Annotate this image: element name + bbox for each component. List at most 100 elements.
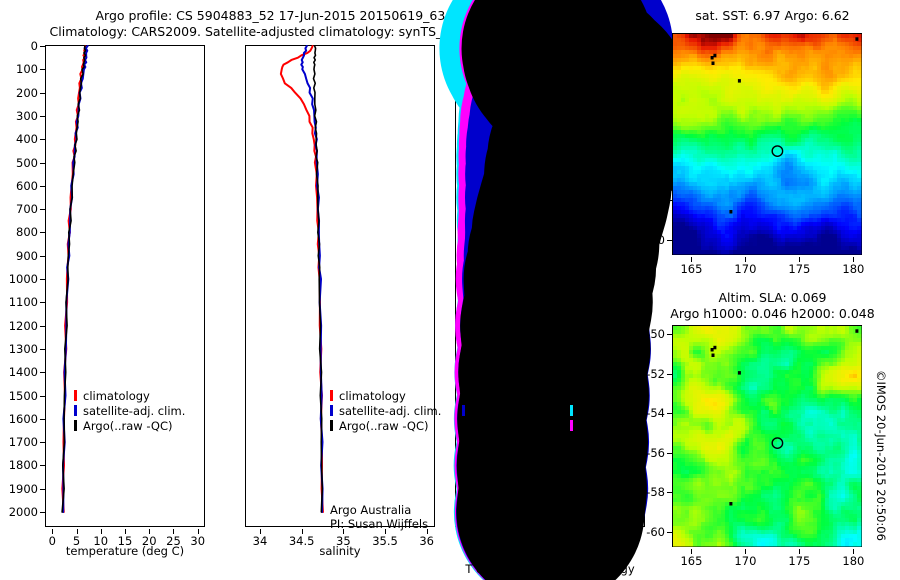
map-pixel: [725, 402, 730, 407]
map-pixel: [793, 134, 798, 139]
map-pixel: [773, 366, 778, 371]
map-pixel: [817, 442, 822, 447]
map-pixel: [837, 374, 842, 379]
map-pixel: [713, 218, 718, 223]
map-pixel: [821, 422, 826, 427]
map-pixel: [745, 154, 750, 159]
map-pixel: [689, 218, 694, 223]
map-pixel: [741, 206, 746, 211]
map-pixel: [781, 414, 786, 419]
map-pixel: [821, 434, 826, 439]
map-pixel: [701, 482, 706, 487]
map-pixel: [821, 406, 826, 411]
map-pixel: [713, 442, 718, 447]
legend-label: satellite: [579, 404, 625, 418]
map-pixel: [777, 394, 782, 399]
map-pixel: [797, 94, 802, 99]
map-pixel: [797, 74, 802, 79]
map-pixel: [701, 114, 706, 119]
map-pixel: [813, 490, 818, 495]
map-pixel: [733, 390, 738, 395]
map-pixel: [681, 514, 686, 519]
map-pixel: [685, 82, 690, 87]
map-pixel: [713, 214, 718, 219]
map-pixel: [761, 422, 766, 427]
map-pixel: [817, 186, 822, 191]
argo-pi-label: PI: Susan Wijffels: [330, 517, 429, 531]
map-pixel: [673, 410, 678, 415]
map-pixel: [801, 406, 806, 411]
map-pixel: [825, 478, 830, 483]
map-pixel: [677, 226, 682, 231]
map-pixel: [705, 358, 710, 363]
map-pixel: [777, 454, 782, 459]
map-pixel: [709, 186, 714, 191]
map-pixel: [769, 474, 774, 479]
map-pixel: [805, 142, 810, 147]
map-pixel: [793, 106, 798, 111]
map-pixel: [685, 194, 690, 199]
map-pixel: [677, 466, 682, 471]
map-pixel: [797, 78, 802, 83]
map-pixel: [837, 466, 842, 471]
map-pixel: [765, 54, 770, 59]
map-pixel: [817, 386, 822, 391]
map-pixel: [733, 378, 738, 383]
map-pixel: [717, 174, 722, 179]
map-pixel: [717, 462, 722, 467]
map-pixel: [689, 346, 694, 351]
map-pixel: [769, 138, 774, 143]
map-pixel: [849, 146, 854, 151]
map-pixel: [733, 430, 738, 435]
map-pixel: [849, 158, 854, 163]
map-pixel: [761, 374, 766, 379]
map-pixel: [789, 482, 794, 487]
map-pixel: [677, 482, 682, 487]
map-pixel: [677, 198, 682, 203]
map-pixel: [849, 370, 854, 375]
map-pixel: [845, 330, 850, 335]
map-pixel: [737, 106, 742, 111]
map-pixel: [717, 38, 722, 43]
map-pixel: [709, 130, 714, 135]
map-pixel: [817, 150, 822, 155]
map-pixel: [741, 410, 746, 415]
map-pixel: [685, 514, 690, 519]
map-pixel: [809, 474, 814, 479]
map-pixel: [821, 494, 826, 499]
map-pixel: [805, 434, 810, 439]
map-pixel: [821, 134, 826, 139]
map-pixel: [729, 362, 734, 367]
map-pixel: [673, 162, 678, 167]
map-pixel: [677, 242, 682, 247]
map-pixel: [733, 190, 738, 195]
map-pixel: [853, 50, 858, 55]
map-pixel: [757, 430, 762, 435]
map-pixel: [825, 102, 830, 107]
map-pixel: [681, 446, 686, 451]
map-pixel: [793, 238, 798, 243]
map-pixel: [733, 358, 738, 363]
map-pixel: [677, 346, 682, 351]
map-pixel: [697, 418, 702, 423]
map-pixel: [809, 182, 814, 187]
map-pixel: [721, 214, 726, 219]
map-pixel: [701, 70, 706, 75]
map-pixel: [737, 394, 742, 399]
map-pixel: [757, 230, 762, 235]
map-pixel: [817, 194, 822, 199]
map-pixel: [765, 454, 770, 459]
map-pixel: [769, 462, 774, 467]
map-pixel: [705, 438, 710, 443]
map-pixel: [689, 482, 694, 487]
map-pixel: [817, 370, 822, 375]
map-pixel: [765, 498, 770, 503]
map-pixel: [809, 138, 814, 143]
map-pixel: [821, 218, 826, 223]
map-pixel: [717, 446, 722, 451]
map-pixel: [801, 438, 806, 443]
map-pixel: [701, 362, 706, 367]
map-pixel: [677, 474, 682, 479]
map-pixel: [805, 478, 810, 483]
map-pixel: [753, 194, 758, 199]
